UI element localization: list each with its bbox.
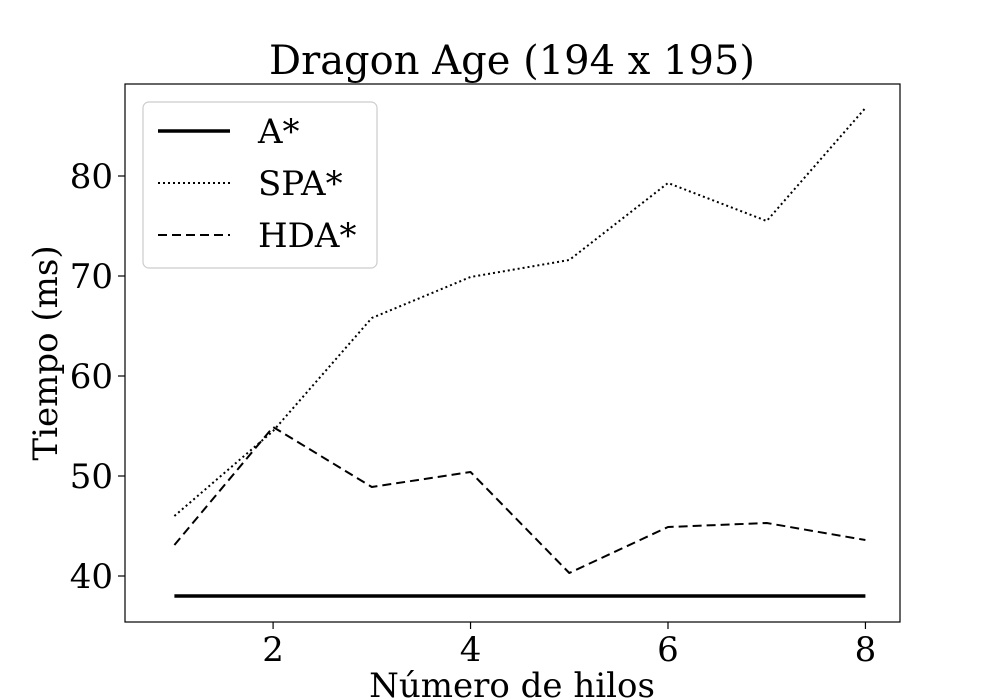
legend-label: A*: [257, 112, 300, 152]
x-tick-label: 6: [657, 630, 679, 670]
plot-frame: [124, 83, 901, 623]
legend: A* SPA* HDA*: [142, 101, 378, 269]
y-tick-label: 80: [70, 157, 113, 197]
y-tick-label: 70: [70, 257, 113, 297]
x-axis-label: Número de hilos: [369, 666, 655, 700]
legend-box: [142, 101, 378, 269]
y-axis-label: Tiempo (ms): [26, 245, 66, 460]
y-tick-label: 50: [70, 457, 113, 497]
x-tick-label: 4: [460, 630, 482, 670]
x-tick-label: 8: [855, 630, 877, 670]
legend-label: SPA*: [258, 164, 343, 204]
chart-title: Dragon Age (194 x 195): [269, 38, 755, 84]
plot-area: [173, 107, 867, 598]
series-line-hda-star: [173, 426, 866, 574]
y-tick-label: 60: [70, 357, 113, 397]
series-line-spa-star: [173, 107, 867, 517]
legend-label: HDA*: [258, 216, 356, 256]
x-tick-label: 2: [262, 630, 284, 670]
y-tick-label: 40: [70, 557, 113, 597]
axis-ticks: 2 4 6 8 40 50 60 70 80: [70, 157, 877, 670]
